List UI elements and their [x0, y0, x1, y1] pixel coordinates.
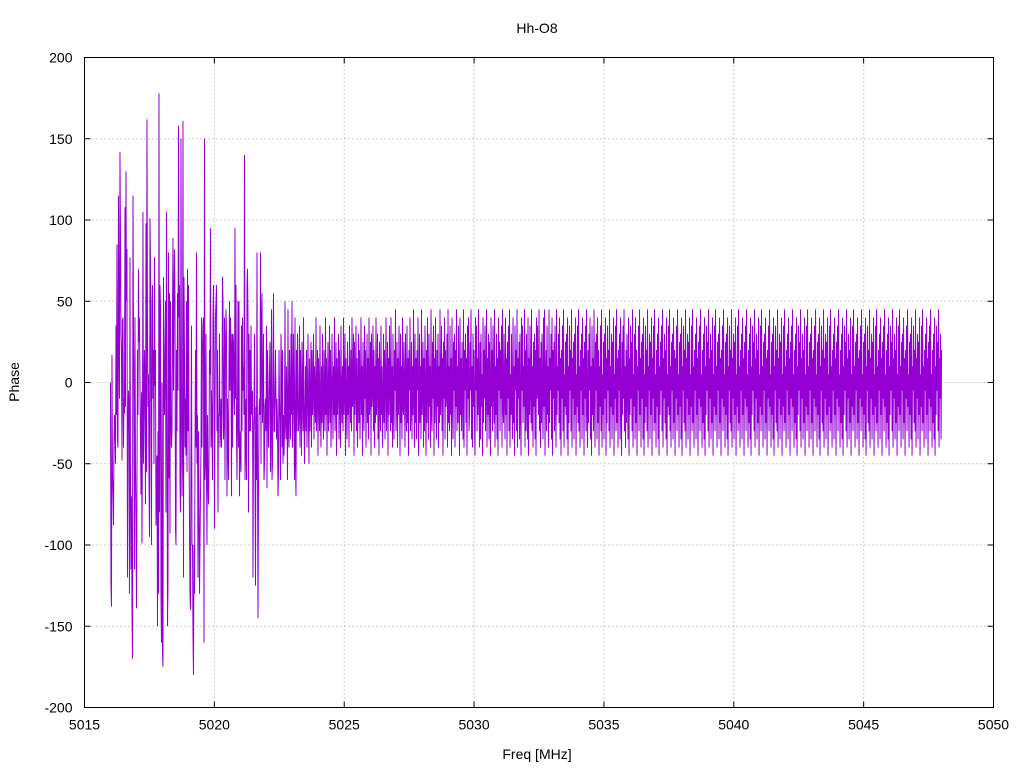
x-tick-label: 5020 [199, 717, 230, 733]
y-tick-label: -50 [52, 456, 72, 472]
y-tick-label: 100 [49, 212, 73, 228]
y-tick-label: -150 [44, 618, 72, 634]
y-tick-label: -200 [44, 700, 72, 716]
axis-ticks: -200 -150 -100 -50 0 50 100 150 200 5015 5020 5025 5… [44, 50, 1009, 733]
y-tick-label: 50 [57, 293, 73, 309]
y-tick-label: 150 [49, 131, 73, 147]
y-tick-label: -100 [44, 537, 72, 553]
x-tick-label: 5045 [848, 717, 879, 733]
y-tick-label: 200 [49, 50, 73, 66]
phase-series-line [109, 93, 943, 676]
x-tick-label: 5050 [978, 717, 1009, 733]
x-axis-label: Freq [MHz] [502, 746, 571, 762]
chart-title: Hh-O8 [516, 20, 557, 36]
x-tick-label: 5025 [329, 717, 360, 733]
x-tick-label: 5035 [588, 717, 619, 733]
y-tick-label: 0 [65, 375, 73, 391]
x-tick-label: 5015 [69, 717, 100, 733]
plot-frame [84, 57, 994, 708]
x-tick-label: 5030 [458, 717, 489, 733]
series-layer [109, 93, 943, 676]
x-tick-label: 5040 [718, 717, 749, 733]
y-axis-label: Phase [6, 362, 22, 402]
